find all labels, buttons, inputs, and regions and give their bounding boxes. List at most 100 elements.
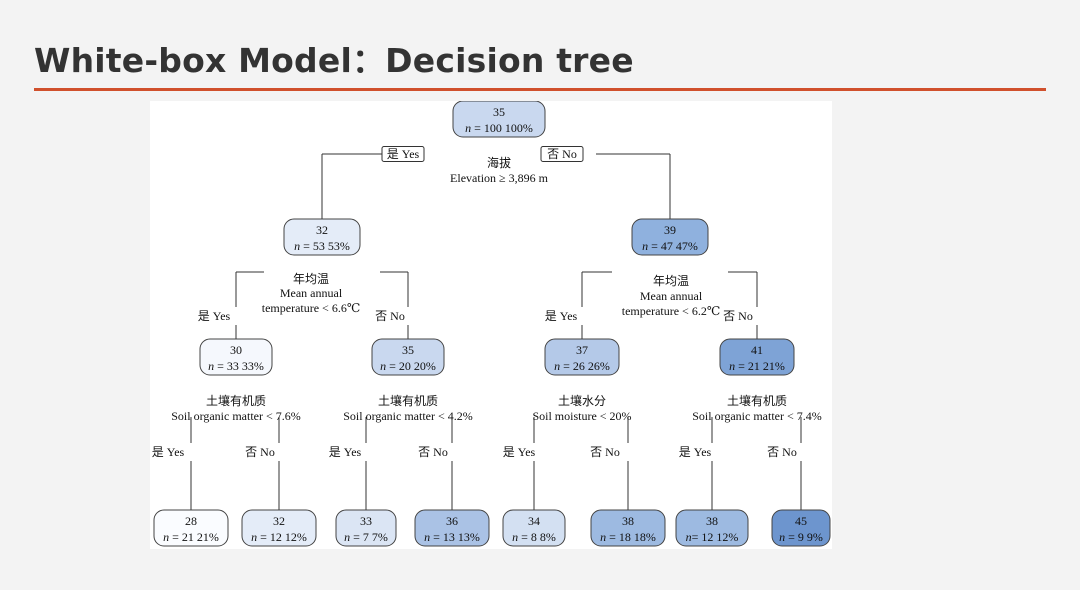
node-count: n= 12 12% — [686, 530, 739, 544]
split-condition-line: 土壤有机质 — [206, 393, 266, 408]
node-count: n = 8 8% — [512, 530, 556, 544]
tree-node-10: 36 n = 13 13% — [414, 509, 490, 547]
node-count-n: n — [686, 530, 692, 544]
node-box — [675, 509, 749, 547]
node-value: 30 — [230, 343, 242, 357]
tree-node-1: 32 n = 53 53% — [283, 218, 361, 256]
tree-node-12: 38 n = 18 18% — [590, 509, 666, 547]
node-box — [414, 509, 490, 547]
node-count-n: n — [424, 530, 430, 544]
node-count-value: = 47 47% — [648, 239, 698, 253]
node-count: n = 7 7% — [344, 530, 388, 544]
slide-title: White-box Model：Decision tree — [34, 41, 634, 80]
node-value: 32 — [273, 514, 285, 528]
node-count-value: = 20 20% — [386, 359, 436, 373]
yes-branch-label-1: 是 Yes — [198, 309, 231, 323]
node-value: 36 — [446, 514, 458, 528]
yes-branch-label-2: 是 Yes — [545, 309, 578, 323]
node-value: 38 — [706, 514, 718, 528]
node-value: 33 — [360, 514, 372, 528]
node-value: 35 — [402, 343, 414, 357]
yes-branch-label-5: 是 Yes — [503, 445, 536, 459]
node-count: n = 12 12% — [251, 530, 307, 544]
node-count-n: n — [380, 359, 386, 373]
split-condition-line: 土壤有机质 — [378, 393, 438, 408]
node-count-n: n — [465, 121, 471, 135]
no-label-text: 否 No — [590, 445, 620, 459]
no-label-text: 否 No — [245, 445, 275, 459]
node-count-n: n — [344, 530, 350, 544]
node-box — [283, 218, 361, 256]
split-condition-line: 土壤水分 — [558, 393, 606, 408]
node-box — [719, 338, 795, 376]
decision-tree-diagram: 是 Yes 否 No 是 Yes 否 No 是 Yes 否 No 是 Yes 否 No 是 Ye… — [152, 101, 831, 547]
tree-node-7: 28 n = 21 21% — [153, 509, 229, 547]
yes-label-text: 是 Yes — [329, 445, 362, 459]
split-condition-line: 海拔 — [487, 155, 511, 170]
yes-branch-label-0: 是 Yes — [381, 146, 425, 162]
node-count-value: = 100 100% — [471, 121, 533, 135]
no-label-box — [540, 146, 584, 162]
split-condition-line: Elevation ≥ 3,896 m — [450, 171, 549, 185]
node-value: 28 — [185, 514, 197, 528]
yes-branch-label-3: 是 Yes — [152, 445, 185, 459]
split-condition-line: Mean annual — [280, 286, 343, 300]
node-count: n = 21 21% — [163, 530, 219, 544]
node-value: 41 — [751, 343, 763, 357]
node-box — [502, 509, 566, 547]
no-label-text: 否 No — [767, 445, 797, 459]
tree-node-2: 39 n = 47 47% — [631, 218, 709, 256]
tree-node-6: 41 n = 21 21% — [719, 338, 795, 376]
tree-node-11: 34 n = 8 8% — [502, 509, 566, 547]
no-branch-label-2: 否 No — [723, 309, 753, 323]
tree-node-8: 32 n = 12 12% — [241, 509, 317, 547]
node-count: n = 47 47% — [642, 239, 698, 253]
node-value: 37 — [576, 343, 588, 357]
node-count-value: = 21 21% — [735, 359, 785, 373]
node-box — [631, 218, 709, 256]
yes-label-text: 是 Yes — [152, 445, 185, 459]
node-count: n = 9 9% — [779, 530, 823, 544]
node-box — [371, 338, 445, 376]
no-branch-label-5: 否 No — [590, 445, 620, 459]
node-count: n = 13 13% — [424, 530, 480, 544]
node-value: 39 — [664, 223, 676, 237]
node-box — [241, 509, 317, 547]
no-label-text: 否 No — [418, 445, 448, 459]
node-count-n: n — [779, 530, 785, 544]
yes-branch-label-6: 是 Yes — [679, 445, 712, 459]
split-condition-line: 年均温 — [653, 274, 689, 288]
tree-node-9: 33 n = 7 7% — [335, 509, 397, 547]
node-count: n = 53 53% — [294, 239, 350, 253]
node-value: 34 — [528, 514, 540, 528]
split-condition-line: 土壤有机质 — [727, 393, 787, 408]
node-count: n = 21 21% — [729, 359, 785, 373]
node-count-value: = 33 33% — [214, 359, 264, 373]
node-count-value: = 53 53% — [300, 239, 350, 253]
split-condition-line: Soil organic matter < 7.6% — [171, 409, 301, 423]
node-count-value: = 8 8% — [518, 530, 556, 544]
split-edges-5 — [533, 417, 629, 510]
yes-label-text: 是 Yes — [503, 445, 536, 459]
yes-label-text: 是 Yes — [387, 147, 420, 161]
node-count: n = 20 20% — [380, 359, 436, 373]
node-count-value: = 12 12% — [692, 530, 739, 544]
node-count: n = 26 26% — [554, 359, 610, 373]
split-edges-3 — [190, 417, 280, 510]
node-count-n: n — [729, 359, 735, 373]
tree-node-13: 38 n= 12 12% — [675, 509, 749, 547]
node-count: n = 18 18% — [600, 530, 656, 544]
node-count-value: = 9 9% — [785, 530, 823, 544]
node-box — [771, 509, 831, 547]
tree-node-5: 37 n = 26 26% — [544, 338, 620, 376]
split-condition-line: Soil moisture < 20% — [532, 409, 631, 423]
node-count-n: n — [163, 530, 169, 544]
node-count-n: n — [251, 530, 257, 544]
node-count-value: = 26 26% — [560, 359, 610, 373]
split-edges-6 — [711, 417, 802, 510]
node-count-value: = 12 12% — [257, 530, 307, 544]
node-value: 38 — [622, 514, 634, 528]
